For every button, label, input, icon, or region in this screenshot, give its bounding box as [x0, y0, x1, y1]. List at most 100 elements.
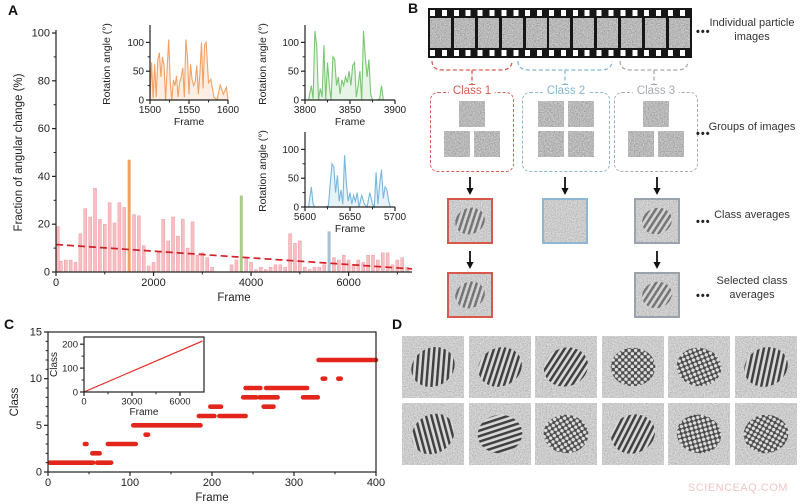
svg-text:0: 0: [293, 203, 299, 214]
svg-text:80: 80: [38, 75, 50, 87]
noise-image: [477, 18, 499, 48]
svg-text:Rotation angle (°): Rotation angle (°): [101, 23, 113, 105]
bar: [317, 266, 322, 273]
particle-tile: [535, 403, 597, 465]
class-2-title: Class 2: [542, 85, 590, 97]
film-sprockets-top: [430, 10, 690, 16]
group-image-row: [538, 131, 594, 157]
bar: [259, 266, 263, 273]
svg-text:50: 50: [288, 67, 300, 78]
svg-text:100: 100: [62, 364, 78, 375]
bar: [137, 215, 141, 273]
a_inset1-axes: [146, 25, 229, 104]
bar: [68, 259, 73, 273]
svg-text:Rotation angle (°): Rotation angle (°): [257, 23, 269, 105]
svg-text:1500: 1500: [139, 105, 162, 116]
noise-image: [535, 403, 597, 465]
arrow-down-icon: [561, 188, 569, 195]
noise-image: [525, 18, 547, 48]
bar: [332, 257, 336, 273]
panel-a-chart: 0 2000 4000 6000 0 20 40 60 80 100 Frame Fraction o…: [13, 28, 413, 304]
bar: [166, 240, 170, 273]
svg-text:0: 0: [138, 96, 144, 107]
svg-text:0: 0: [73, 388, 78, 399]
noise-image: [568, 101, 594, 127]
bar: [234, 259, 239, 273]
group-image-row: [628, 131, 684, 157]
noise-image: [643, 101, 669, 127]
film-frames: [430, 18, 690, 48]
lattice-particle: [477, 414, 522, 454]
brace: [431, 60, 513, 71]
svg-text:3900: 3900: [384, 105, 407, 116]
bar: [380, 252, 385, 273]
a_inset3-axes: [301, 132, 396, 211]
noise-image: [668, 403, 730, 465]
svg-text:5650: 5650: [339, 212, 362, 223]
bar: [185, 247, 190, 273]
bar: [176, 235, 180, 273]
selected-class-average-3: [634, 272, 680, 318]
svg-text:5: 5: [36, 420, 42, 432]
noise-image: [636, 274, 678, 316]
film-ellipsis: •••: [696, 26, 711, 38]
bar: [83, 208, 88, 273]
svg-text:100: 100: [282, 38, 299, 49]
bar: [322, 264, 326, 273]
svg-text:Class: Class: [9, 387, 21, 416]
noise-image: [549, 18, 571, 48]
panel-c-inset: 0 3000 6000 0 100 200 Frame Class: [49, 336, 205, 418]
svg-text:60: 60: [38, 123, 50, 135]
arrow-down-icon: [653, 262, 661, 269]
c_inset-axes: [80, 336, 205, 396]
particle-tile: [734, 336, 797, 398]
a_inset1-series: [149, 39, 229, 102]
particle-tile: [402, 403, 464, 465]
line-series: [83, 340, 203, 393]
bar: [88, 216, 92, 273]
bar: [302, 266, 307, 273]
group-image-row: [444, 131, 500, 157]
bar: [371, 255, 375, 273]
bar: [298, 240, 302, 273]
svg-text:1550: 1550: [178, 105, 201, 116]
svg-text:3000: 3000: [121, 397, 142, 408]
bar: [117, 202, 122, 273]
svg-text:100: 100: [121, 477, 139, 489]
class-average-2: [542, 198, 588, 244]
bar: [366, 255, 370, 273]
brace: [517, 60, 613, 71]
svg-text:5700: 5700: [384, 212, 407, 223]
bar: [78, 233, 83, 273]
svg-text:0: 0: [293, 96, 299, 107]
class-average-1: [447, 198, 493, 244]
noise-image: [601, 403, 664, 465]
a_main-series: [55, 159, 413, 273]
class-1-box: Class 1: [430, 85, 514, 172]
bar: [283, 266, 287, 273]
noise-image: [538, 131, 564, 157]
particle-tile: [402, 336, 464, 398]
svg-text:0: 0: [45, 477, 51, 489]
bar: [107, 202, 112, 273]
bar: [278, 264, 283, 273]
svg-text:Class: Class: [49, 352, 60, 377]
svg-text:200: 200: [62, 340, 78, 351]
arrows-to-selected-averages: [466, 251, 661, 269]
noise-image: [601, 336, 664, 398]
svg-text:300: 300: [285, 477, 303, 489]
lattice-particle: [642, 281, 672, 309]
bar: [351, 264, 356, 273]
bar: [98, 219, 102, 273]
bar: [63, 259, 68, 273]
noise-image: [734, 403, 797, 465]
bar: [205, 257, 209, 273]
particle-tile: [535, 336, 597, 398]
bar: [200, 252, 205, 273]
noise-image: [474, 131, 500, 157]
bar: [361, 262, 365, 273]
a_inset2-axes: [301, 25, 396, 104]
noise-image: [501, 18, 523, 48]
bar: [132, 214, 136, 273]
noise-image: [573, 18, 595, 48]
